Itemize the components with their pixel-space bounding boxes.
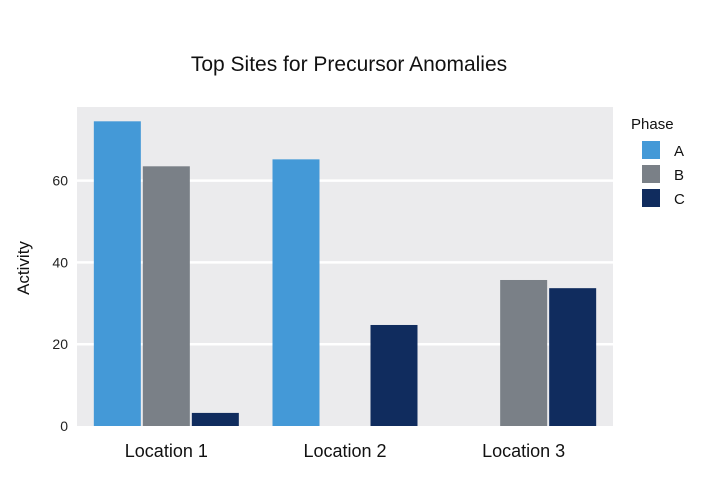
legend-label-b: B: [674, 167, 684, 184]
bar-b-3: [500, 279, 548, 426]
legend-swatch-b: [642, 165, 660, 183]
x-tick-label: Location 2: [303, 441, 386, 461]
x-tick-label: Location 3: [482, 441, 565, 461]
bar-c-3: [549, 288, 597, 426]
y-axis-label: Activity: [14, 241, 33, 295]
y-tick-label: 40: [52, 254, 68, 270]
y-tick-label: 60: [52, 173, 68, 189]
legend-swatch-c: [642, 189, 660, 207]
y-tick-label: 0: [60, 418, 68, 434]
y-tick-label: 20: [52, 336, 68, 352]
legend-title: Phase: [631, 116, 674, 133]
legend-label-c: C: [674, 191, 685, 208]
legend-swatch-a: [642, 141, 660, 159]
bar-c-2: [370, 324, 418, 426]
legend: Phase ABC: [631, 116, 685, 208]
y-tick-labels: 0 20 40 60: [52, 173, 68, 434]
bars: [93, 121, 597, 427]
bar-c-1: [191, 412, 239, 426]
bar-b-1: [142, 166, 190, 427]
chart-title: Top Sites for Precursor Anomalies: [191, 53, 507, 76]
x-tick-labels: Location 1 Location 2 Location 3: [125, 441, 565, 461]
x-tick-label: Location 1: [125, 441, 208, 461]
bar-a-2: [272, 159, 320, 426]
bar-a-1: [93, 121, 141, 427]
legend-label-a: A: [674, 143, 684, 160]
